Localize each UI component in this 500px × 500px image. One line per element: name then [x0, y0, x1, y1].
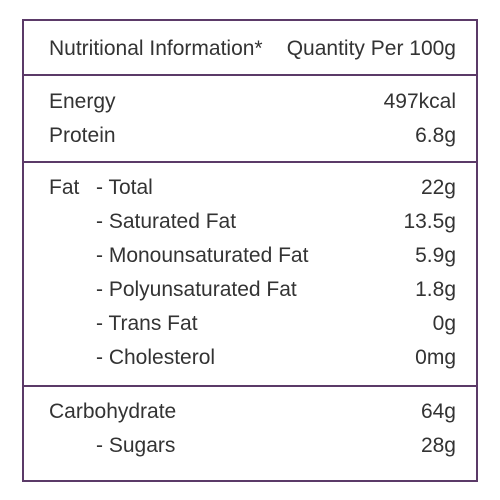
nutrient-row: - Trans Fat 0g [24, 307, 476, 341]
nutrient-value: 22g [420, 176, 456, 199]
section: Fat - Total 22g - Saturated Fat 13.5g - Monou… [24, 163, 476, 387]
nutrient-sublabel: - Monounsaturated Fat [96, 244, 309, 267]
nutrient-row: Carbohydrate 64g [24, 395, 476, 429]
nutrient-label: Fat [49, 176, 80, 199]
nutrient-row: Energy 497kcal [24, 85, 476, 119]
nutrient-sublabel: - Sugars [96, 434, 176, 457]
header-label: Nutritional Information* [49, 37, 263, 60]
table-header: Nutritional Information* Quantity Per 10… [24, 21, 476, 76]
nutrient-label: Energy [49, 90, 116, 113]
nutrient-value: 0mg [415, 346, 456, 369]
nutrient-sublabel: - Polyunsaturated Fat [96, 278, 297, 301]
nutrient-label: Carbohydrate [49, 400, 177, 423]
nutrient-value: 13.5g [403, 210, 456, 233]
nutrient-row: Fat - Total 22g [24, 171, 476, 205]
nutrient-label: Protein [49, 124, 116, 147]
sections: Energy 497kcal Protein 6.8g Fat - Total 22g - S… [24, 76, 476, 479]
nutrient-sublabel: - Saturated Fat [96, 210, 237, 233]
nutrient-row: - Polyunsaturated Fat 1.8g [24, 273, 476, 307]
nutrient-row: - Cholesterol 0mg [24, 341, 476, 375]
nutrient-value: 5.9g [415, 244, 456, 267]
nutrient-value: 6.8g [415, 124, 456, 147]
nutrient-value: 64g [420, 400, 456, 423]
nutrient-value: 1.8g [415, 278, 456, 301]
header-quantity: Quantity Per 100g [286, 37, 456, 60]
nutrient-sublabel: - Cholesterol [96, 346, 216, 369]
nutrient-row: - Monounsaturated Fat 5.9g [24, 239, 476, 273]
nutrient-sublabel: - Trans Fat [96, 312, 198, 335]
nutrition-table: Nutritional Information* Quantity Per 10… [22, 19, 478, 482]
nutrient-row: - Sugars 28g [24, 429, 476, 463]
nutrient-value: 0g [432, 312, 456, 335]
nutrient-sublabel: - Total [96, 176, 153, 199]
nutrient-row: Protein 6.8g [24, 119, 476, 153]
nutrient-row: - Saturated Fat 13.5g [24, 205, 476, 239]
nutrient-value: 28g [420, 434, 456, 457]
section: Carbohydrate 64g - Sugars 28g [24, 387, 476, 479]
nutrient-value: 497kcal [383, 90, 456, 113]
section: Energy 497kcal Protein 6.8g [24, 76, 476, 163]
